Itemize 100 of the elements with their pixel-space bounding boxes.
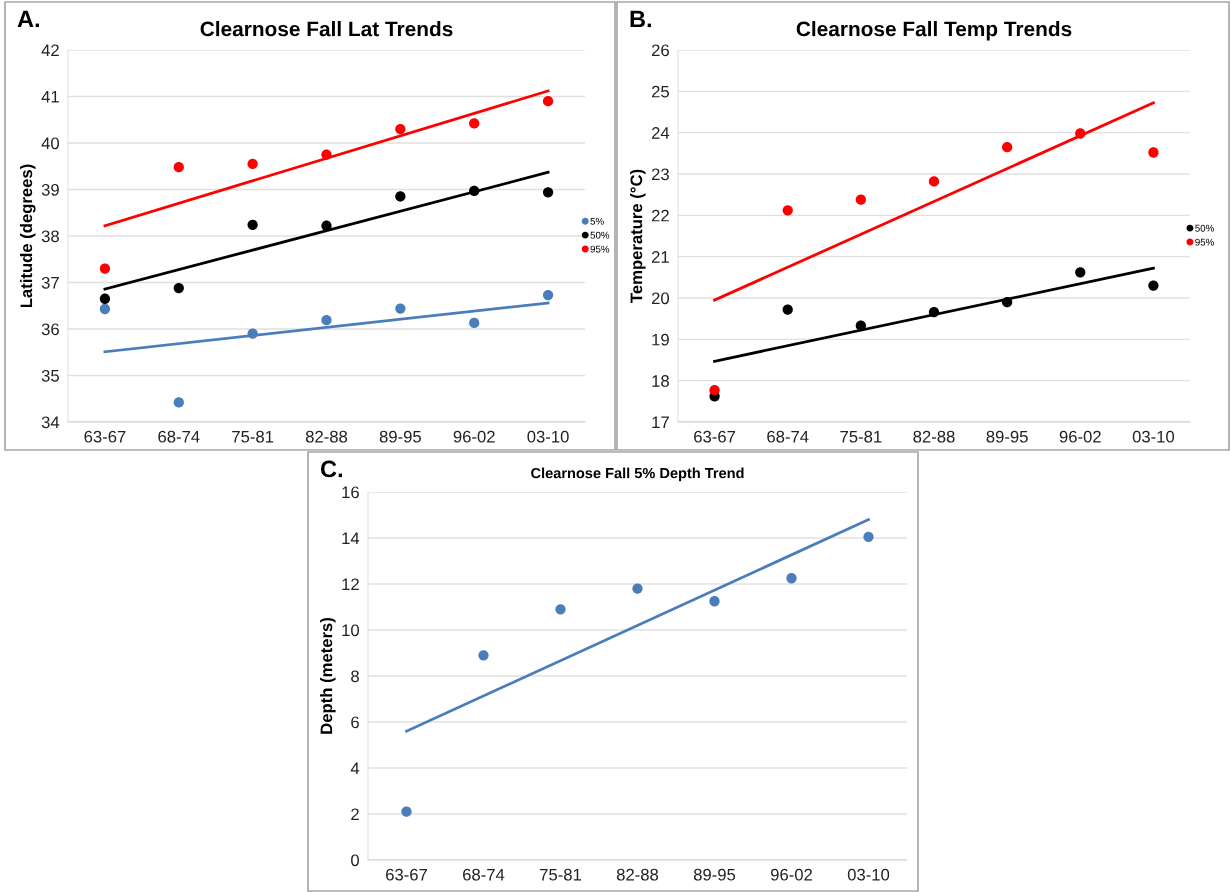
- y-tick-label: 24: [651, 127, 670, 139]
- chart-title: Clearnose Fall Lat Trends: [200, 21, 453, 37]
- legend-label: 95%: [590, 245, 610, 253]
- point: [1148, 147, 1159, 158]
- text: B.: [630, 10, 651, 28]
- legend-label: 5%: [590, 217, 604, 225]
- y-tick-label: 39: [41, 183, 59, 196]
- point: [632, 583, 643, 594]
- y-axis-title: Latitude (degrees): [19, 164, 36, 308]
- x-tick-label: 82-88: [616, 868, 659, 881]
- y-tick-label: 34: [41, 416, 60, 429]
- point: [99, 303, 111, 315]
- point: [786, 573, 797, 584]
- point: [247, 328, 258, 339]
- y-tick-label: 38: [41, 230, 59, 243]
- y-tick-label: 23: [651, 168, 669, 181]
- point: [469, 185, 480, 197]
- x-tick-label: 96-02: [770, 868, 812, 881]
- point: [173, 282, 184, 294]
- x-tick-label: 63-67: [694, 430, 736, 443]
- x-tick-label: 63-67: [84, 430, 126, 443]
- text: A.: [17, 10, 39, 28]
- point: [1075, 267, 1086, 278]
- x-tick-label: 75-81: [540, 868, 581, 881]
- y-tick-label: 16: [342, 486, 359, 499]
- x-tick-label: 68-74: [767, 430, 809, 443]
- point: [863, 531, 874, 542]
- point: [928, 176, 940, 187]
- y-tick-label: 21: [651, 251, 669, 263]
- y-axis-title: Depth (meters): [320, 618, 336, 734]
- point: [401, 806, 412, 817]
- y-tick-label: 0: [351, 854, 360, 867]
- x-tick-label: 75-81: [840, 430, 882, 443]
- point: [1001, 141, 1013, 153]
- point: [855, 320, 867, 331]
- y-tick-label: 22: [651, 209, 669, 222]
- point: [99, 263, 111, 274]
- x-tick-label: 96-02: [1059, 430, 1101, 443]
- y-tick-label: 36: [41, 323, 59, 336]
- point: [709, 385, 720, 396]
- point: [247, 219, 258, 230]
- point: [173, 162, 184, 173]
- chart-title: Clearnose Fall Temp Trends: [796, 21, 1072, 41]
- point: [469, 118, 480, 129]
- y-axis-title: Temperature (°C): [630, 169, 646, 303]
- x-tick-label: 03-10: [527, 430, 569, 443]
- y-tick-label: 14: [342, 532, 360, 545]
- point: [782, 205, 793, 216]
- y-tick-label: 35: [41, 369, 59, 382]
- x-tick-label: 89-95: [986, 430, 1028, 443]
- y-tick-label: 8: [351, 670, 359, 683]
- point: [321, 220, 332, 231]
- x-tick-label: 63-67: [386, 868, 427, 881]
- y-tick-label: 19: [652, 333, 669, 346]
- point: [1001, 296, 1013, 308]
- point: [395, 123, 406, 135]
- point: [782, 304, 793, 315]
- x-tick-label: 89-95: [693, 868, 736, 881]
- point: [395, 191, 406, 202]
- y-tick-label: 4: [350, 762, 360, 775]
- legend-label: 95%: [1195, 238, 1214, 246]
- point: [542, 289, 554, 301]
- y-tick-label: 41: [41, 91, 59, 103]
- point: [99, 293, 111, 304]
- x-tick-label: 68-74: [463, 868, 505, 881]
- y-tick-label: 26: [651, 44, 669, 57]
- point: [247, 158, 258, 170]
- text: C.: [320, 460, 342, 478]
- point: [855, 194, 867, 205]
- point: [542, 187, 554, 198]
- y-tick-label: 42: [41, 44, 59, 57]
- x-tick-label: 68-74: [158, 430, 200, 443]
- x-tick-label: 82-88: [305, 430, 348, 443]
- point: [321, 315, 332, 326]
- x-tick-label: 75-81: [232, 430, 274, 443]
- y-tick-label: 12: [342, 578, 359, 591]
- y-tick-label: 40: [41, 137, 60, 150]
- x-tick-label: 03-10: [1132, 430, 1175, 443]
- point: [555, 604, 566, 615]
- point: [321, 149, 332, 160]
- x-tick-label: 03-10: [847, 868, 890, 881]
- y-tick-label: 6: [351, 716, 359, 729]
- point: [928, 306, 940, 318]
- y-tick-label: 17: [652, 416, 669, 429]
- point: [173, 397, 184, 408]
- point: [709, 596, 720, 607]
- legend-label: 50%: [590, 231, 610, 239]
- y-tick-label: 37: [41, 276, 59, 289]
- point: [395, 303, 406, 314]
- point: [542, 96, 554, 107]
- y-tick-label: 20: [651, 292, 670, 305]
- x-tick-label: 89-95: [379, 430, 421, 443]
- chart-title: Clearnose Fall 5% Depth Trend: [531, 467, 744, 482]
- legend-label: 50%: [1195, 224, 1214, 232]
- x-tick-label: 96-02: [453, 430, 495, 443]
- y-tick-label: 18: [652, 375, 669, 387]
- point: [478, 650, 489, 661]
- point: [1075, 128, 1086, 139]
- y-tick-label: 10: [342, 624, 360, 637]
- point: [469, 317, 480, 329]
